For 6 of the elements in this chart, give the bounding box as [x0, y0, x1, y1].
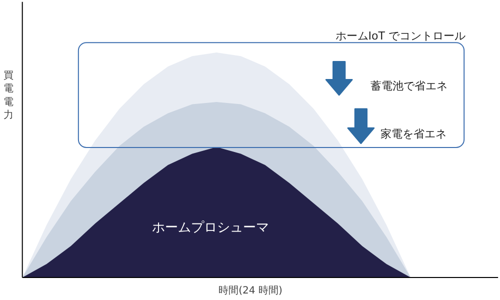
x-axis-title: 時間(24 時間)	[218, 284, 282, 296]
annotation: 蓄電池で省エネ	[370, 80, 448, 92]
annotation: ホームプロシューマ	[152, 220, 269, 236]
y-axis-title: 買電電力	[4, 70, 14, 122]
annotation: 家電を省エネ	[380, 128, 446, 140]
text: ホームIoT でコントロール	[335, 30, 466, 42]
